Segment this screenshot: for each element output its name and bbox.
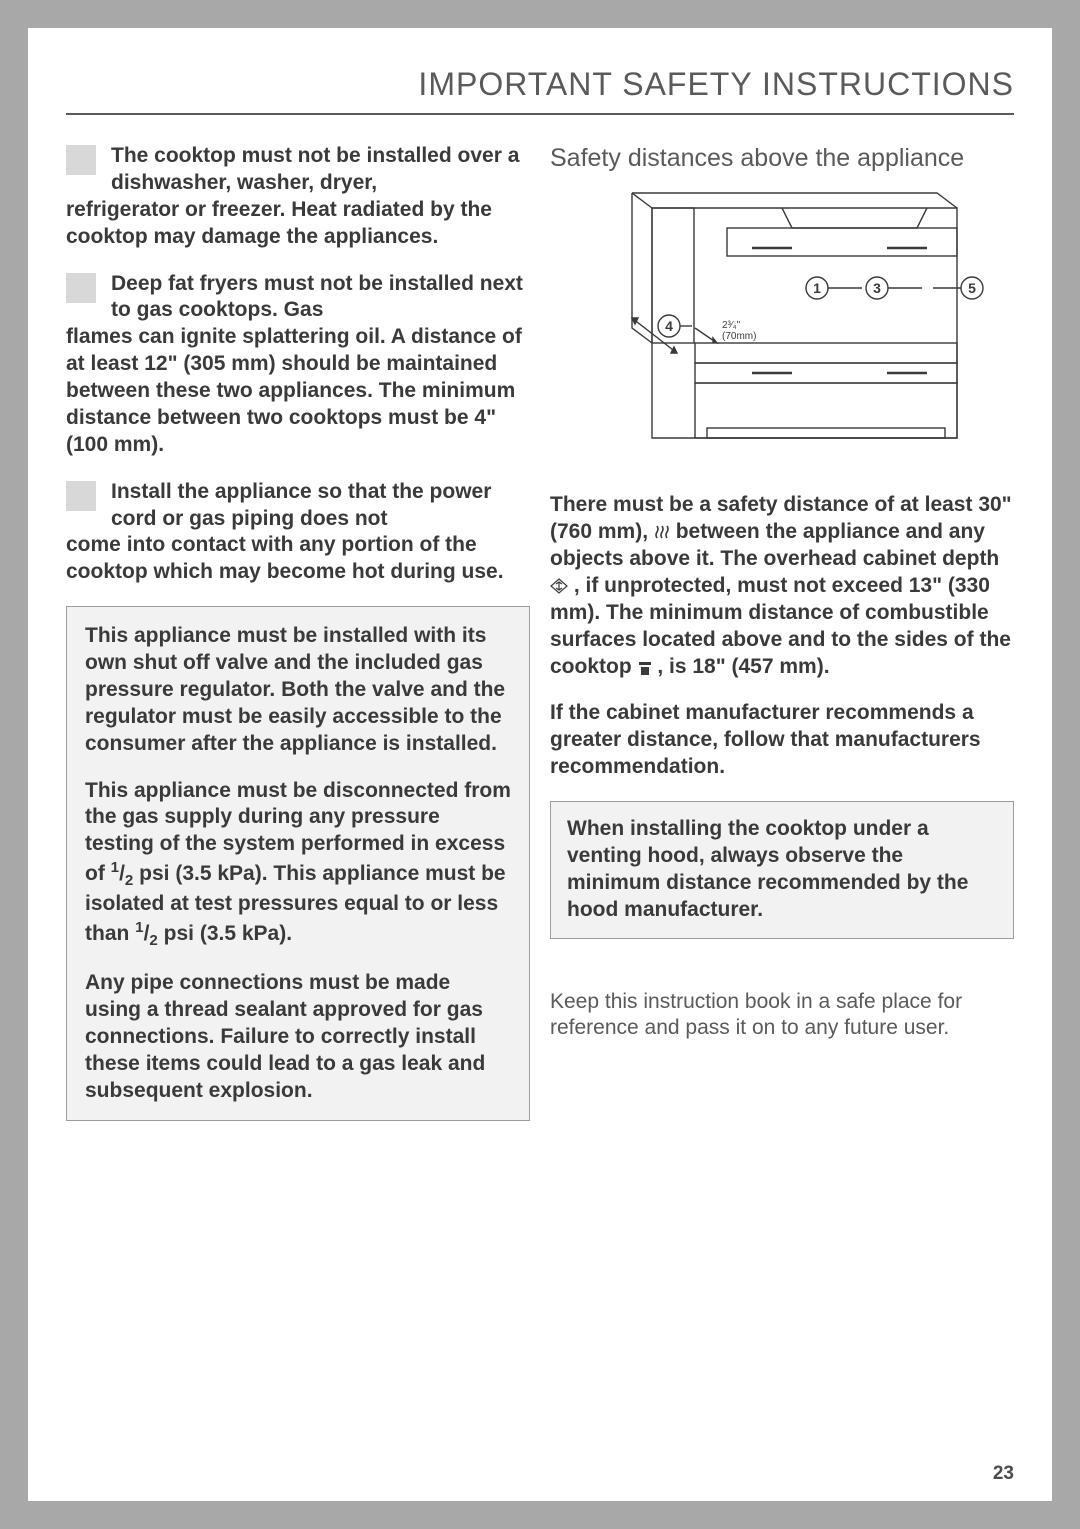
diagram-label-3: 3 [873, 280, 881, 296]
warning-3-lead: Install the appliance so that the power … [111, 479, 530, 533]
warning-block-3: Install the appliance so that the power … [66, 479, 530, 587]
diagram-label-1: 1 [813, 280, 821, 296]
left-column: The cooktop must not be installed over a… [66, 143, 530, 1121]
depth-diamond-icon [550, 578, 568, 594]
warning-block-2: Deep fat fryers must not be installed ne… [66, 271, 530, 459]
boxed-warning-left: This appliance must be installed with it… [66, 606, 530, 1121]
diagram-svg: 1 3 5 4 2³⁄₄" (70mm) [577, 188, 987, 463]
warning-block-1: The cooktop must not be installed over a… [66, 143, 530, 251]
diagram-dim-inch: 2³⁄₄" [722, 320, 741, 331]
warning-square-icon [66, 273, 96, 303]
warning-3-rest: come into contact with any portion of th… [66, 532, 530, 586]
page-number: 23 [993, 1463, 1014, 1485]
diagram-label-5: 5 [968, 280, 976, 296]
warning-square-icon [66, 145, 96, 175]
warning-1-lead: The cooktop must not be installed over a… [111, 143, 530, 197]
right-para-1: There must be a safety distance of at le… [550, 492, 1014, 680]
right-column: Safety distances above the appliance [550, 143, 1014, 1121]
page: IMPORTANT SAFETY INSTRUCTIONS The cookto… [28, 28, 1052, 1501]
safety-distance-diagram: 1 3 5 4 2³⁄₄" (70mm) [550, 188, 1014, 468]
boxed-warning-right: When installing the cooktop under a vent… [550, 801, 1014, 939]
warning-2-rest: flames can ignite splattering oil. A dis… [66, 324, 530, 458]
box-p2: This appliance must be disconnected from… [85, 778, 511, 951]
cooktop-marker-icon [638, 661, 652, 675]
diagram-label-4: 4 [665, 318, 673, 334]
right-para-2: If the cabinet manufacturer recommends a… [550, 700, 1014, 781]
page-title: IMPORTANT SAFETY INSTRUCTIONS [66, 66, 1014, 115]
warning-2-lead: Deep fat fryers must not be installed ne… [111, 271, 530, 325]
box-p3: Any pipe connections must be made using … [85, 970, 511, 1104]
heat-waves-icon [654, 524, 670, 540]
two-column-layout: The cooktop must not be installed over a… [66, 143, 1014, 1121]
diagram-dim-mm: (70mm) [722, 331, 756, 342]
warning-square-icon [66, 481, 96, 511]
box-p1: This appliance must be installed with it… [85, 623, 511, 757]
warning-1-rest: refrigerator or freezer. Heat radiated b… [66, 197, 530, 251]
right-subtitle: Safety distances above the appliance [550, 143, 1014, 174]
closing-note: Keep this instruction book in a safe pla… [550, 989, 1014, 1043]
